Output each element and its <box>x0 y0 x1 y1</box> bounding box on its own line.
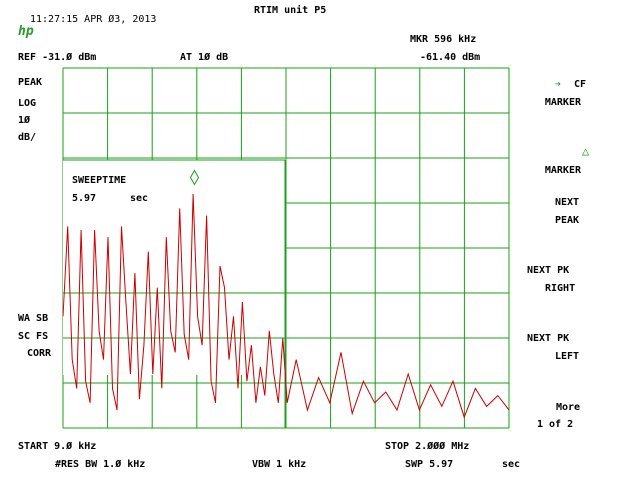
reference-level: REF -31.Ø dBm <box>18 52 97 63</box>
attenuation: AT 1Ø dB <box>180 52 229 63</box>
overlay-window <box>63 160 285 430</box>
spectrum-trace <box>62 193 510 419</box>
resolution-bandwidth: #RES BW 1.Ø kHz <box>55 459 146 470</box>
marker-diamond[interactable] <box>189 169 200 186</box>
softkey-marker-delta[interactable]: MARKER <box>471 128 581 196</box>
start-frequency: START 9.Ø kHz <box>18 441 97 452</box>
scale-type: LOG <box>18 98 37 109</box>
softkey-sub-label: PEAK <box>555 215 580 226</box>
softkey-next-peak[interactable]: NEXT <box>555 197 580 208</box>
scale-unit: dB/ <box>18 132 37 143</box>
overlay-value: 5.97 <box>72 193 97 204</box>
delta-icon: △ <box>582 144 590 158</box>
stop-frequency: STOP 2.ØØØ MHz <box>385 441 470 452</box>
timestamp: 11:27:15 APR Ø3, 2013 <box>30 14 157 25</box>
sc-fs-indicator: SC FS <box>18 331 49 342</box>
graticule <box>62 67 510 429</box>
corr-indicator: CORR <box>27 348 52 359</box>
arrow-icon: ➔ <box>555 79 562 90</box>
overlay-unit: sec <box>130 193 149 204</box>
marker-frequency: MKR 596 kHz <box>410 34 477 45</box>
overlay-graticule <box>62 159 287 429</box>
detector-mode: PEAK <box>18 77 43 88</box>
softkey-more[interactable]: More <box>556 402 581 413</box>
hp-logo: hp <box>18 24 34 39</box>
softkey-sub-label: LEFT <box>555 351 580 362</box>
sweep-time: SWP 5.97 <box>405 459 454 470</box>
softkey-label: MARKER <box>544 165 581 176</box>
softkey-sub-label: CF <box>574 79 587 90</box>
scale-value: 1Ø <box>18 115 31 126</box>
window-title: RTIM unit P5 <box>254 5 327 16</box>
marker-amplitude: -61.40 dBm <box>420 52 481 63</box>
overlay-title: SWEEPTIME <box>72 175 127 186</box>
sweep-time-unit: sec <box>502 459 521 470</box>
wa-sb-indicator: WA SB <box>18 313 49 324</box>
softkey-next-pk-right[interactable]: NEXT PK <box>527 265 570 276</box>
softkey-label: MARKER <box>544 97 581 108</box>
softkey-page-indicator: 1 of 2 <box>537 419 574 430</box>
softkey-next-pk-left[interactable]: NEXT PK <box>527 333 570 344</box>
softkey-marker-cf[interactable]: MARKER <box>471 60 581 128</box>
video-bandwidth: VBW 1 kHz <box>252 459 307 470</box>
softkey-sub-label: RIGHT <box>545 283 576 294</box>
